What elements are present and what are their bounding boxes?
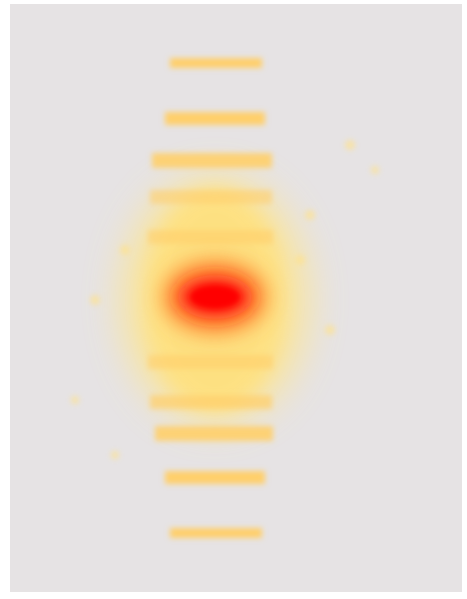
speckle — [90, 295, 100, 305]
speckle — [305, 210, 315, 220]
stripe — [150, 190, 272, 204]
stripe — [170, 58, 262, 68]
speckle — [120, 245, 130, 255]
speckle — [295, 255, 305, 265]
hot-spot — [160, 257, 270, 337]
speckle — [71, 396, 79, 404]
stripe — [165, 471, 265, 484]
stripe — [150, 395, 272, 409]
speckle — [325, 325, 335, 335]
hot-spot-center — [190, 285, 240, 309]
stripe — [170, 528, 262, 538]
stripe — [165, 112, 265, 125]
stripe — [148, 230, 273, 244]
speckle — [111, 451, 119, 459]
heat-image — [0, 0, 467, 599]
stripe — [148, 355, 273, 369]
speckle — [371, 166, 379, 174]
stripe — [152, 153, 272, 168]
stripe — [155, 426, 273, 441]
page — [0, 0, 467, 599]
speckle — [345, 140, 355, 150]
